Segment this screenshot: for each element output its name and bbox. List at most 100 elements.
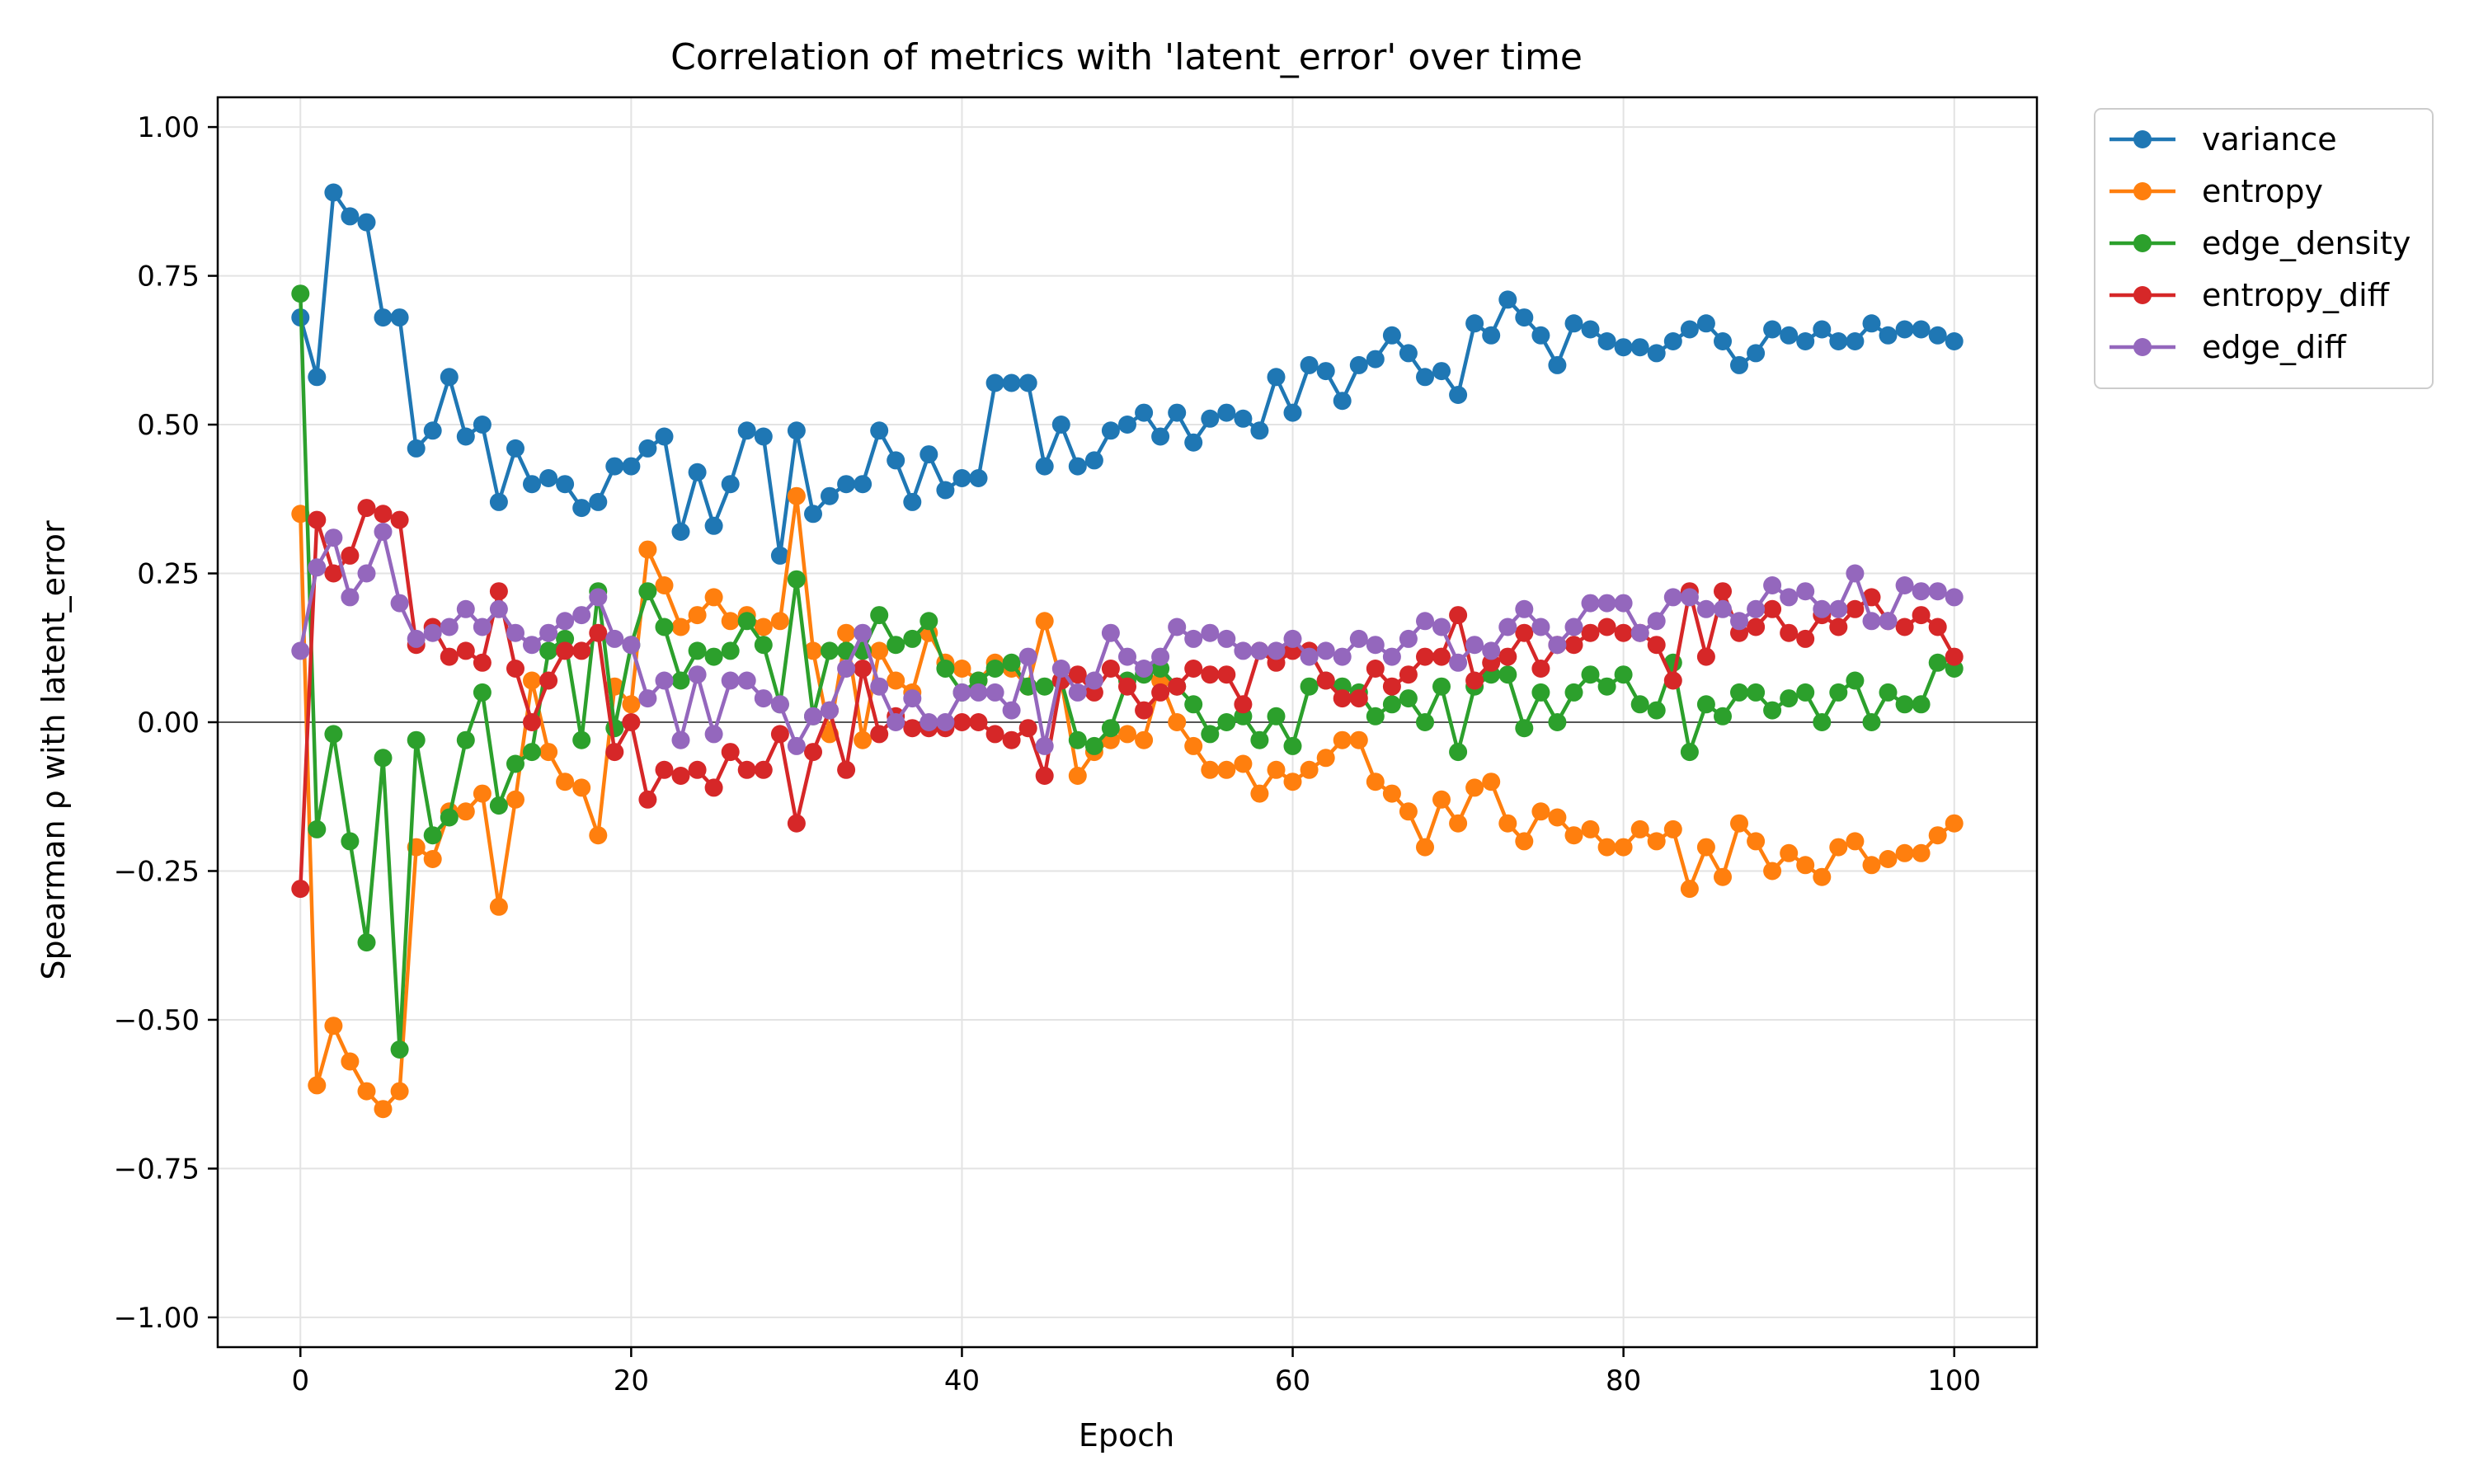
data-point-variance <box>737 421 756 440</box>
data-point-variance <box>572 499 591 518</box>
data-point-edge_density <box>1283 736 1302 755</box>
data-point-entropy <box>1548 808 1567 827</box>
data-point-edge_diff <box>887 713 905 731</box>
data-point-entropy <box>1234 754 1253 773</box>
legend-item-entropy_diff: entropy_diff <box>2109 277 2390 313</box>
data-point-edge_diff <box>1614 594 1633 613</box>
data-point-variance <box>1051 416 1070 434</box>
data-point-variance <box>1084 451 1103 470</box>
data-point-entropy <box>1912 843 1931 862</box>
data-point-edge_density <box>523 743 541 762</box>
data-point-variance <box>1018 373 1037 392</box>
data-point-edge_diff <box>572 606 591 625</box>
data-point-entropy <box>1928 826 1947 845</box>
data-point-edge_density <box>1564 683 1583 702</box>
data-point-entropy <box>539 743 558 762</box>
data-point-edge_diff <box>1333 647 1352 666</box>
data-point-entropy_diff <box>903 719 922 738</box>
data-point-edge_diff <box>423 623 442 642</box>
data-point-edge_diff <box>903 689 922 708</box>
data-point-edge_density <box>324 725 343 744</box>
data-point-edge_density <box>539 641 558 660</box>
data-point-variance <box>704 516 723 535</box>
data-point-edge_diff <box>1515 599 1534 618</box>
data-point-edge_diff <box>655 671 674 690</box>
data-point-entropy <box>1482 773 1501 791</box>
data-point-variance <box>1366 350 1385 369</box>
data-point-entropy_diff <box>1846 599 1865 618</box>
data-point-edge_density <box>821 641 839 660</box>
data-point-variance <box>1813 320 1832 339</box>
data-point-entropy_diff <box>1862 588 1881 607</box>
data-point-entropy <box>1432 790 1451 809</box>
data-point-edge_density <box>1714 707 1732 726</box>
data-point-edge_diff <box>1366 636 1385 655</box>
data-point-entropy_diff <box>1614 623 1633 642</box>
data-point-entropy_diff <box>1945 647 1964 666</box>
y-tick-label: −0.25 <box>114 855 200 888</box>
data-point-entropy_diff <box>1498 647 1517 666</box>
data-point-edge_diff <box>1018 647 1037 666</box>
data-point-entropy <box>1217 760 1236 779</box>
y-tick-label: 0.00 <box>137 707 200 740</box>
data-point-edge_density <box>1002 653 1021 672</box>
data-point-variance <box>407 439 426 458</box>
legend-swatch-marker <box>2133 338 2152 356</box>
data-point-edge_diff <box>1151 647 1170 666</box>
y-tick-label: −1.00 <box>114 1302 200 1335</box>
data-point-edge_density <box>688 641 707 660</box>
data-point-edge_density <box>1382 695 1401 714</box>
data-point-edge_diff <box>1829 599 1848 618</box>
data-point-edge_diff <box>506 623 524 642</box>
data-point-edge_density <box>390 1040 409 1059</box>
data-point-edge_diff <box>1647 612 1666 631</box>
data-point-edge_density <box>1184 695 1203 714</box>
data-point-edge_density <box>1780 689 1799 708</box>
data-point-edge_density <box>1035 677 1054 696</box>
data-point-entropy <box>704 588 723 607</box>
data-point-edge_density <box>754 636 773 655</box>
data-point-entropy_diff <box>770 725 789 744</box>
data-point-edge_density <box>1813 713 1832 731</box>
data-point-entropy <box>1714 867 1732 886</box>
data-point-variance <box>589 492 608 511</box>
data-point-entropy_diff <box>473 653 492 672</box>
data-point-edge_density <box>1862 713 1881 731</box>
data-point-entropy_diff <box>1747 618 1766 636</box>
data-point-entropy <box>1663 819 1682 838</box>
data-point-variance <box>1068 457 1087 476</box>
data-point-entropy_diff <box>1714 582 1732 601</box>
data-point-edge_diff <box>1399 629 1418 648</box>
data-point-entropy_diff <box>1515 623 1534 642</box>
series-variance <box>291 183 1964 565</box>
data-point-edge_density <box>655 618 674 636</box>
data-point-entropy <box>1829 838 1848 857</box>
data-point-edge_diff <box>688 665 707 684</box>
data-point-variance <box>1730 355 1748 374</box>
data-point-edge_density <box>1432 677 1451 696</box>
data-point-edge_diff <box>407 629 426 648</box>
data-point-edge_diff <box>1118 647 1136 666</box>
data-point-variance <box>1382 326 1401 345</box>
data-point-edge_density <box>1630 695 1649 714</box>
x-tick-label: 20 <box>614 1364 649 1397</box>
data-point-edge_diff <box>1300 647 1319 666</box>
data-point-variance <box>638 439 657 458</box>
data-point-edge_density <box>456 730 475 749</box>
legend-item-variance: variance <box>2109 121 2337 157</box>
data-point-entropy_diff <box>1101 660 1120 678</box>
data-point-entropy <box>622 695 641 714</box>
data-point-edge_diff <box>770 695 789 714</box>
data-point-edge_density <box>1267 707 1286 726</box>
data-point-entropy <box>572 778 591 797</box>
data-point-variance <box>1399 344 1418 363</box>
data-point-variance <box>952 469 971 487</box>
data-point-entropy_diff <box>985 725 1004 744</box>
data-point-variance <box>854 475 872 494</box>
data-point-edge_density <box>1531 683 1550 702</box>
axes-layer: 0 20 40 60 80 100 −1.00 −0.75 −0.50 −0.25 0.00 0.25… <box>114 96 2039 1397</box>
data-point-edge_diff <box>754 689 773 708</box>
data-point-entropy <box>1118 725 1136 744</box>
data-point-entropy <box>324 1017 343 1036</box>
data-point-entropy <box>837 623 856 642</box>
